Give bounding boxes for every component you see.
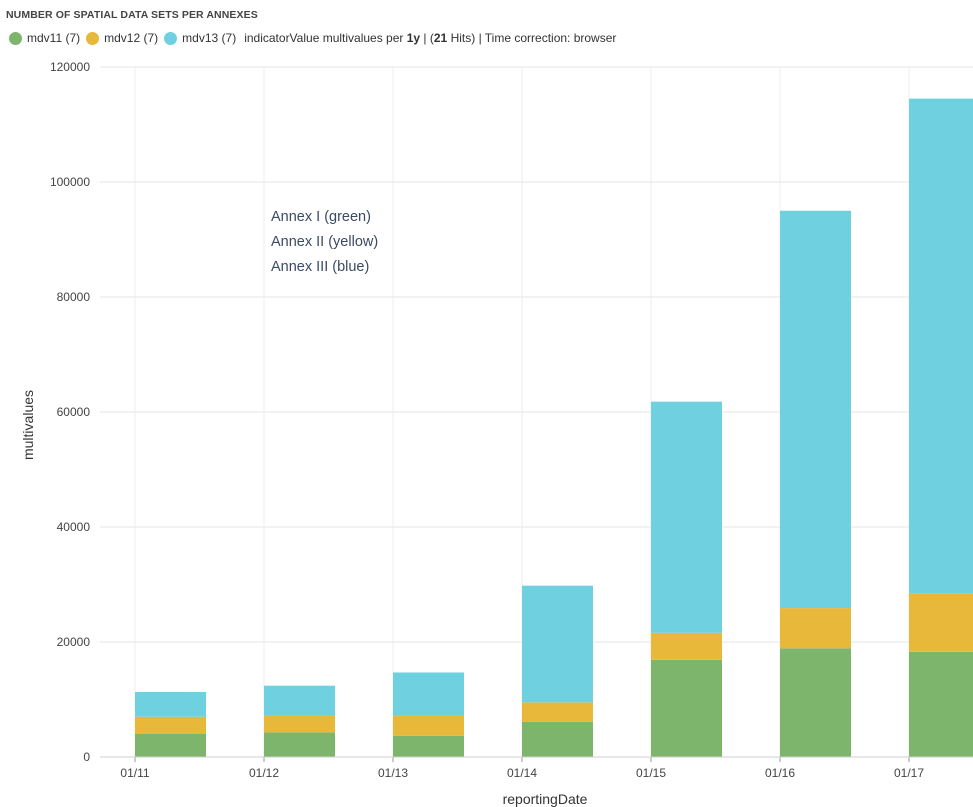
bar-mdv12-01-15[interactable] [651,632,722,660]
bar-mdv11-01-11[interactable] [135,734,206,757]
interval-value[interactable]: 1y [406,31,421,45]
bar-mdv11-01-15[interactable] [651,659,722,757]
bar-mdv12-01-13[interactable] [393,715,464,736]
annotation-annex-2: Annex II (yellow) [271,234,378,250]
x-axis-label: reportingDate [503,791,588,807]
legend-info: indicatorValue multivalues per 1y | (21 … [244,31,616,45]
bar-mdv11-01-12[interactable] [264,732,335,757]
x-tick-label: 01/14 [507,766,537,780]
bar-mdv11-01-13[interactable] [393,735,464,757]
x-tick-label: 01/17 [894,766,924,780]
bar-mdv13-01-14[interactable] [522,585,593,703]
y-tick-label: 100000 [50,175,90,189]
axis-layer: 0 20000 40000 60000 80000 100000 120000 01/11 01… [50,60,973,780]
bar-mdv12-01-12[interactable] [264,715,335,733]
bar-mdv13-01-13[interactable] [393,672,464,716]
legend-dot-icon [86,31,100,45]
legend: mdv11 (7) mdv12 (7) mdv13 (7) indicatorV… [9,31,616,45]
bar-mdv13-01-12[interactable] [264,685,335,716]
legend-item-mdv13[interactable]: mdv13 (7) [164,31,236,45]
y-tick-label: 0 [83,750,90,764]
bar-mdv11-01-16[interactable] [780,648,851,757]
x-tick-label: 01/12 [249,766,279,780]
legend-label: mdv13 (7) [182,31,237,45]
x-tick-label: 01/13 [378,766,408,780]
bar-mdv11-01-17[interactable] [909,651,973,757]
bar-mdv13-01-11[interactable] [135,692,206,717]
x-tick-label: 01/15 [636,766,666,780]
bar-mdv12-01-11[interactable] [135,716,206,734]
legend-item-mdv11[interactable]: mdv11 (7) [9,31,80,45]
y-tick-label: 40000 [57,520,91,534]
chart-title: NUMBER OF SPATIAL DATA SETS PER ANNEXES [6,9,258,21]
bar-mdv13-01-15[interactable] [651,401,722,633]
annotation-annex-1: Annex I (green) [271,209,371,225]
bar-mdv13-01-17[interactable] [909,98,973,594]
y-tick-label: 60000 [57,405,91,419]
legend-label: mdv12 (7) [104,31,159,45]
info-prefix: indicatorValue multivalues per [244,31,407,45]
y-axis-label: multivalues [20,390,36,460]
y-tick-label: 80000 [57,290,91,304]
legend-label: mdv11 (7) [27,31,81,45]
hits-open: | ( [420,31,434,45]
annotation-annex-3: Annex III (blue) [271,259,369,275]
x-tick-label: 01/11 [120,766,149,780]
bar-mdv13-01-16[interactable] [780,210,851,609]
legend-dot-icon [9,31,22,45]
bar-mdv11-01-14[interactable] [522,721,593,757]
bars-layer [135,98,973,757]
bar-mdv12-01-17[interactable] [909,593,973,652]
bar-mdv12-01-14[interactable] [522,702,593,722]
hits-close: Hits) | Time correction: browser [447,31,617,45]
legend-dot-icon [164,31,178,45]
hits-count: 21 [433,31,448,45]
y-tick-label: 20000 [57,635,91,649]
y-tick-label: 120000 [50,60,90,74]
legend-item-mdv12[interactable]: mdv12 (7) [86,31,158,45]
x-tick-label: 01/16 [765,766,795,780]
bar-mdv12-01-16[interactable] [780,608,851,649]
